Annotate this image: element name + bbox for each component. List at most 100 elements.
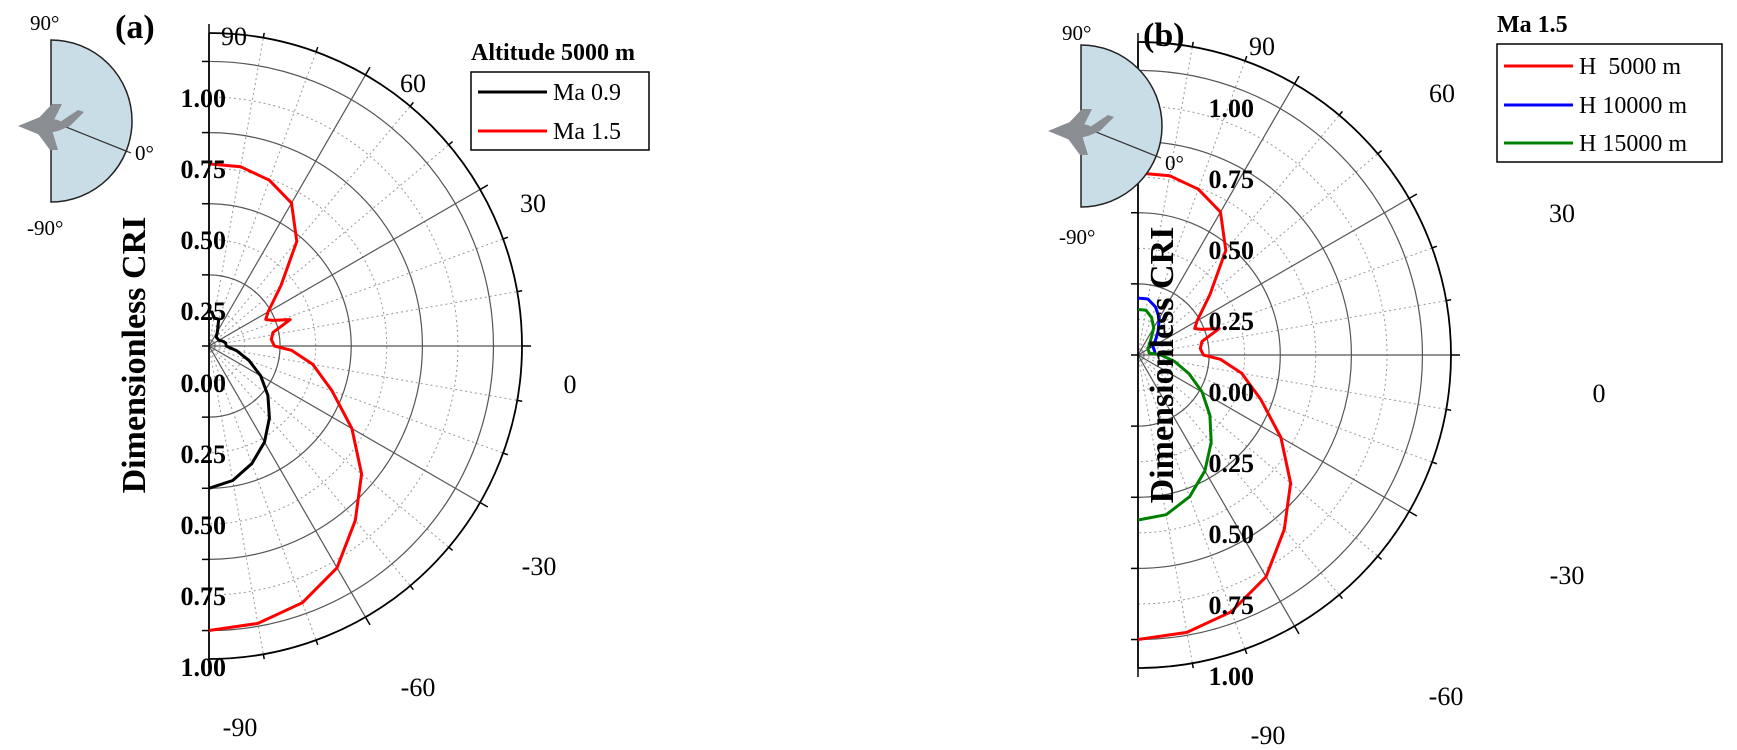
minor-radial-gridline [208, 51, 317, 347]
angle-tick-mark [1244, 55, 1248, 62]
r-tick-label: 0.00 [1209, 378, 1255, 407]
angle-tick-mark [1191, 41, 1194, 47]
r-tick-label: 0.25 [181, 297, 227, 326]
legend: Altitude 5000 m Ma 0.9 Ma 1.5 [470, 40, 650, 151]
legend-label: H 15000 m [1579, 131, 1687, 157]
angle-tick-mark [1377, 150, 1383, 155]
y-axis-title: Dimensionless CRI [116, 217, 153, 494]
series-layer [208, 162, 364, 632]
minor-ring-gridline [208, 238, 317, 454]
minor-radial-gridline [208, 105, 411, 347]
angle-tick-mark [517, 290, 523, 293]
angle-tick-mark [1377, 555, 1383, 560]
angle-tick-label: 30 [1549, 199, 1575, 228]
minor-radial-gridline [1137, 247, 1433, 356]
r-tick-label: 0.75 [181, 582, 227, 611]
minor-radial-gridline [208, 345, 317, 641]
angle-tick-label: -30 [522, 552, 557, 581]
angle-tick-mark [409, 585, 414, 591]
panel-b: (b) Dimensionless CRI 1.00 0.75 0.50 0.2… [1048, 12, 1723, 750]
orientation-inset: 90° 0° -90° [1048, 21, 1184, 249]
angle-tick-mark [1293, 625, 1300, 635]
angle-tick-mark [1446, 299, 1452, 302]
r-tick-label: 1.00 [181, 653, 227, 682]
r-tick-label: 0.75 [1209, 165, 1255, 194]
minor-radial-gridline [1137, 153, 1379, 356]
angle-tick-mark [479, 501, 489, 508]
angle-tick-mark [1338, 594, 1343, 600]
angle-tick-mark [1293, 75, 1300, 85]
major-radial-gridline [208, 345, 481, 504]
angle-tick-label: -60 [401, 673, 436, 702]
minor-radial-gridline [1137, 60, 1246, 356]
inset-label-bottom: -90° [27, 216, 63, 240]
minor-radial-gridline [1137, 354, 1193, 664]
angle-tick-mark [448, 141, 454, 146]
angle-tick-label: 90 [221, 22, 247, 51]
outer-arc [208, 32, 523, 660]
minor-radial-gridline [1137, 354, 1447, 410]
series-layer [1137, 171, 1293, 641]
angle-tick-mark [1408, 193, 1418, 200]
orientation-inset: 90° 0° -90° [18, 11, 154, 240]
angle-tick-label: 0 [564, 370, 577, 399]
angle-tick-label: 0 [1593, 379, 1606, 408]
minor-radial-gridline [208, 345, 450, 548]
angle-tick-label: -30 [1550, 561, 1585, 590]
angle-tick-mark [364, 66, 371, 76]
minor-radial-gridline [1137, 300, 1447, 356]
legend-label: H 10000 m [1579, 93, 1687, 119]
r-tick-label: 1.00 [1209, 94, 1255, 123]
inset-label-top: 90° [1062, 21, 1091, 45]
angle-tick-mark [315, 639, 319, 646]
series-line [1137, 308, 1213, 522]
angle-tick-mark [262, 654, 265, 660]
r-tick-label: 0.25 [1209, 307, 1255, 336]
r-tick-labels: 1.00 0.75 0.50 0.25 0.00 0.25 0.50 0.75 … [181, 84, 227, 682]
angle-tick-mark [1431, 245, 1438, 249]
angle-tick-mark [479, 184, 489, 191]
r-tick-label: 0.75 [181, 155, 227, 184]
minor-radial-gridline [1137, 354, 1246, 650]
angle-tick-mark [448, 546, 454, 551]
outer-arc [1137, 41, 1452, 669]
inset-label-mid: 0° [1165, 151, 1184, 175]
major-radial-gridline [1137, 83, 1296, 356]
r-tick-label: 0.00 [181, 369, 227, 398]
legend-label: Ma 1.5 [553, 119, 621, 145]
r-tick-label: 0.25 [181, 440, 227, 469]
angle-tick-label: 90 [1249, 32, 1275, 61]
angle-tick-mark [1431, 461, 1438, 465]
series-line [208, 162, 364, 632]
aircraft-icon [18, 104, 84, 150]
r-tick-label: 0.50 [1209, 236, 1255, 265]
major-radial-gridline [208, 188, 481, 347]
aircraft-icon [1048, 109, 1114, 155]
y-axis-title: Dimensionless CRI [1144, 227, 1181, 504]
angle-tick-mark [1244, 648, 1248, 655]
r-tick-label: 0.50 [181, 226, 227, 255]
minor-radial-gridline [208, 345, 504, 454]
angle-tick-mark [517, 399, 523, 402]
panel-label: (b) [1143, 17, 1185, 54]
angle-tick-mark [315, 46, 319, 53]
minor-radial-gridline [1137, 46, 1193, 356]
angle-tick-label: -60 [1429, 682, 1464, 711]
major-radial-gridline [1137, 197, 1410, 356]
legend-box [1496, 43, 1723, 163]
r-tick-label: 0.75 [1209, 591, 1255, 620]
r-tick-label: 0.50 [1209, 520, 1255, 549]
series-line [1137, 171, 1293, 641]
minor-radial-gridline [208, 345, 518, 401]
panel-label: (a) [115, 9, 155, 46]
r-tick-labels: 1.00 0.75 0.50 0.25 0.00 0.25 0.50 0.75 … [1209, 94, 1255, 691]
series-line [1137, 296, 1161, 354]
angle-tick-labels: 90 60 30 0 -30 -60 -90 [1249, 32, 1606, 750]
r-tick-label: 0.25 [1209, 449, 1255, 478]
angle-tick-label: -90 [1251, 721, 1286, 750]
minor-radial-gridline [1137, 354, 1433, 463]
major-radial-gridline [1137, 354, 1296, 627]
minor-radial-gridline [208, 345, 411, 587]
series-line [208, 310, 271, 490]
angle-tick-mark [1446, 408, 1452, 411]
